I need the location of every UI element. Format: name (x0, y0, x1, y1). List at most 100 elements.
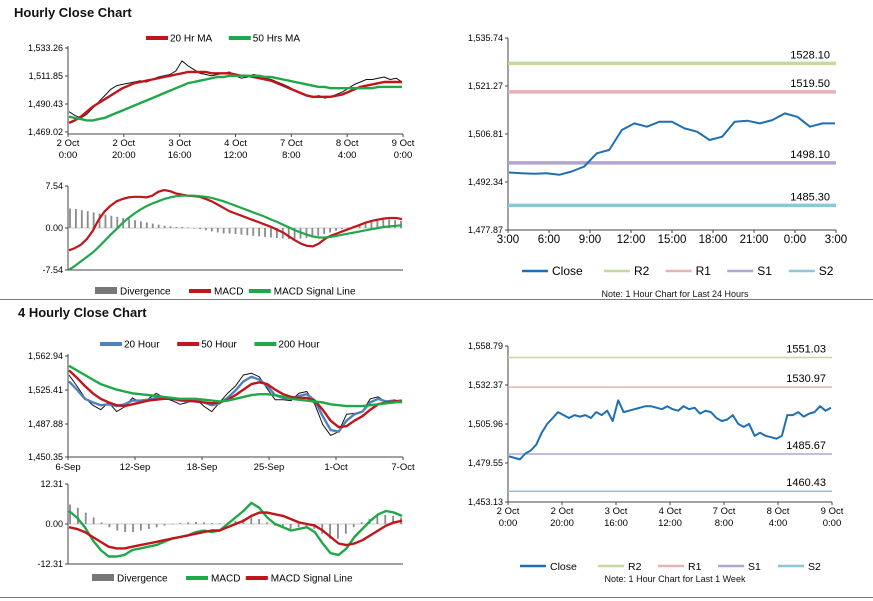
divergence-bar (163, 225, 166, 228)
x-tick-label: 2 Oct (112, 138, 135, 149)
x-tick-label: 0:00 (823, 518, 842, 529)
x-tick-label: 0:00 (784, 234, 806, 246)
divergence-bar (151, 223, 154, 228)
x-tick-label: 25-Sep (254, 462, 285, 473)
legend-label: R1 (688, 561, 702, 572)
divergence-bar (258, 228, 261, 237)
divergence-bar (92, 212, 95, 228)
divergence-bar (169, 226, 172, 228)
x-tick-label: 8 Oct (767, 506, 790, 517)
series-200-hour (68, 364, 403, 408)
x-tick-label: 20:00 (550, 518, 574, 529)
x-tick-label: 3:00 (497, 234, 519, 246)
x-tick-label: 4:00 (769, 518, 788, 529)
x-tick-label: 8:00 (282, 150, 301, 161)
four-hourly-levels-chart: 1,558.79 1,532.37 1,505.96 1,479.55 1,453.13… (468, 341, 844, 572)
divergence-bar (352, 524, 355, 528)
divergence-bar (222, 228, 225, 234)
divergence-bar (157, 224, 160, 228)
divergence-bar (305, 228, 308, 239)
x-tick-label: 1-Oct (324, 462, 348, 473)
bottom-divider (0, 597, 873, 598)
y-tick-label: 1,477.87 (468, 225, 503, 235)
series-macd-signal-line (68, 194, 403, 271)
divergence-bar (69, 504, 71, 524)
hourly-levels-chart: 1,535.74 1,521.27 1,506.81 1,492.34 1,477.87… (468, 33, 847, 278)
legend-label: MACD (214, 287, 243, 298)
x-tick-label: 3 Oct (168, 138, 191, 149)
level-label-s2: 1485.30 (790, 191, 830, 203)
divergence-bar (128, 219, 131, 228)
divergence-bar (218, 523, 221, 524)
four-hourly-levels-note: Note: 1 Hour Chart for Last 1 Week (604, 574, 746, 584)
divergence-bar (346, 227, 349, 228)
y-tick-label: 1,490.43 (28, 99, 63, 109)
divergence-bar (210, 523, 213, 524)
x-tick-label: 16:00 (168, 150, 192, 161)
divergence-bar (388, 219, 391, 228)
divergence-bar (100, 522, 103, 524)
x-tick-label: 16:00 (604, 518, 628, 529)
y-tick-label: 1,505.96 (468, 419, 503, 429)
divergence-bar (216, 228, 219, 233)
series-macd-signal-line (68, 511, 403, 550)
divergence-bar (376, 515, 379, 524)
x-tick-label: 6-Sep (55, 462, 80, 473)
series-macd (68, 501, 403, 558)
y-tick-label: 1,506.81 (468, 129, 503, 139)
x-tick-label: 8 Oct (336, 138, 359, 149)
divergence-bar (258, 519, 261, 524)
y-tick-label: 1,453.13 (468, 497, 503, 507)
four-hourly-price-chart: 1,562.94 1,525.41 1,487.88 1,450.356-Sep 12-… (28, 340, 415, 474)
y-tick-label: -7.54 (42, 265, 63, 275)
x-tick-label: 12:00 (658, 518, 682, 529)
four-hourly-macd-chart: 12.31 0.00 -12.31 Divergence MACD MACD Signal… (37, 480, 403, 585)
level-label-r1: 1530.97 (786, 373, 826, 385)
divergence-bar (364, 222, 367, 228)
divergence-bar (384, 514, 387, 524)
divergence-bar (76, 507, 79, 524)
divergence-bar (344, 524, 347, 534)
divergence-bar (210, 228, 213, 232)
x-tick-label: 12-Sep (120, 462, 151, 473)
series-20-hr-ma (68, 70, 402, 125)
divergence-bar (228, 228, 231, 234)
divergence-bar (234, 520, 237, 524)
divergence-bar (240, 228, 243, 235)
y-tick-label: 1,535.74 (468, 33, 503, 43)
legend-label: 200 Hour (278, 340, 320, 351)
divergence-bar (329, 228, 331, 233)
x-tick-label: 7-Oct (391, 462, 415, 473)
divergence-bar (179, 523, 182, 524)
divergence-bar (140, 221, 142, 228)
divergence-bar (340, 228, 343, 230)
divergence-bar (317, 228, 320, 236)
y-tick-label: 1,533.26 (28, 43, 63, 53)
y-tick-label: 1,558.79 (468, 341, 503, 351)
level-label-s1: 1498.10 (790, 149, 830, 161)
divergence-bar (195, 522, 197, 524)
divergence-bar (360, 522, 363, 524)
y-tick-label: 1,532.37 (468, 380, 503, 390)
y-tick-label: 1,450.35 (28, 452, 63, 462)
divergence-bar (281, 524, 284, 528)
divergence-bar (98, 213, 101, 228)
divergence-bar (289, 524, 292, 529)
x-tick-label: 8:00 (715, 518, 734, 529)
x-tick-label: 6:00 (538, 234, 560, 246)
divergence-bar (187, 522, 190, 524)
divergence-bar (116, 216, 119, 228)
series-50-hrs-ma (68, 74, 402, 122)
x-tick-label: 15:00 (658, 234, 687, 246)
divergence-bar (84, 512, 87, 524)
hourly-price-chart: 1,533.261,511.851,490.431,469.022 Oct0:0… (28, 34, 415, 162)
x-tick-label: 18-Sep (187, 462, 218, 473)
legend-swatch (92, 574, 114, 581)
divergence-bar (80, 210, 83, 228)
legend-label: R1 (696, 264, 712, 278)
legend-label: Close (552, 264, 583, 278)
x-tick-label: 2 Oct (497, 506, 520, 517)
divergence-bar (394, 220, 396, 228)
hourly-macd-chart: 7.54 0.00 -7.54 Divergence MACD MACD Signal L… (42, 181, 403, 298)
y-tick-label: 7.54 (45, 181, 63, 191)
